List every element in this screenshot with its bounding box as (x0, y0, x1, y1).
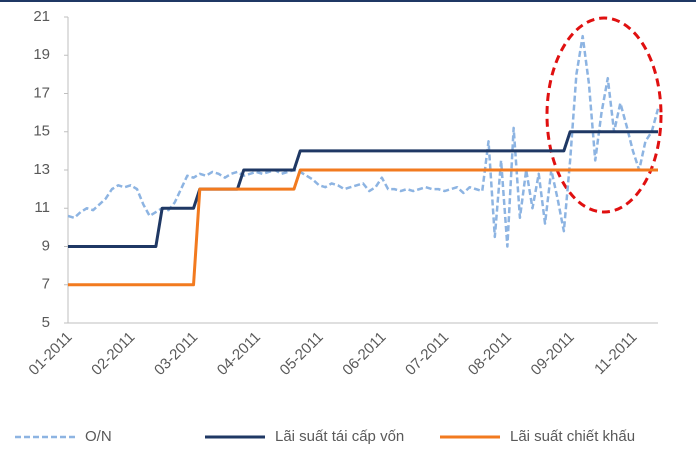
highlight-ellipse (545, 16, 663, 214)
y-tick-label: 21 (33, 8, 50, 25)
y-tick-label: 15 (33, 123, 50, 140)
y-tick-label: 17 (33, 84, 50, 101)
x-tick-label: 04-2011 (214, 329, 264, 379)
legend-label: O/N (85, 428, 112, 445)
y-tick-label: 5 (42, 314, 50, 331)
y-tick-label: 9 (42, 237, 50, 254)
x-tick-label: 05-2011 (277, 329, 327, 379)
x-tick-label: 06-2011 (339, 329, 389, 379)
series-line (67, 34, 660, 248)
y-tick-label: 11 (34, 199, 50, 216)
x-tick-label: 09-2011 (528, 329, 578, 379)
legend-label: Lãi suất chiết khấu (510, 428, 635, 445)
x-tick-label: 07-2011 (402, 329, 452, 379)
y-tick-label: 19 (33, 46, 50, 63)
x-tick-label: 11-2011 (591, 329, 640, 378)
x-tick-label: 03-2011 (151, 329, 201, 379)
x-tick-label: 02-2011 (88, 329, 138, 379)
series-line (68, 130, 658, 248)
y-tick-label: 13 (33, 161, 50, 178)
legend-label: Lãi suất tái cấp vốn (275, 428, 404, 445)
series-line (68, 168, 658, 287)
y-tick-label: 7 (42, 276, 50, 293)
x-tick-label: 01-2011 (25, 329, 75, 379)
x-tick-label: 08-2011 (465, 329, 515, 379)
